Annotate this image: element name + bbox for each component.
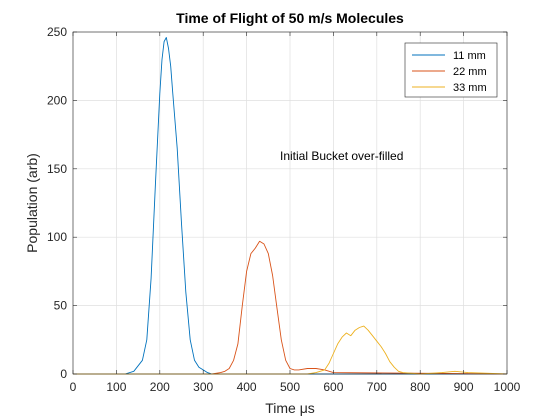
- series-lines: [73, 37, 508, 375]
- x-tick-label: 600: [323, 380, 343, 394]
- annotation-text: Initial Bucket over-filled: [280, 149, 403, 163]
- x-tick-label: 300: [193, 380, 213, 394]
- x-tick-label: 1000: [494, 380, 521, 394]
- y-tick-label: 0: [60, 367, 67, 381]
- x-tick-label: 900: [454, 380, 474, 394]
- x-tick-label: 400: [237, 380, 257, 394]
- x-tick-label: 100: [106, 380, 126, 394]
- x-tick-label: 800: [410, 380, 430, 394]
- series-line-1: [73, 37, 507, 375]
- y-tick-label: 200: [47, 93, 67, 107]
- chart-title: Time of Flight of 50 m/s Molecules: [176, 10, 404, 26]
- y-tick-label: 50: [54, 299, 68, 313]
- x-axis-label: Time μs: [265, 400, 315, 416]
- series-line-3: [73, 325, 508, 375]
- y-tick-label: 150: [47, 162, 67, 176]
- axis-ticks: 0 100 200 300 400 500 600 700 800 900 1000 0 50 100 15…: [47, 25, 521, 394]
- y-tick-label: 100: [47, 230, 67, 244]
- y-axis-label: Population (arb): [24, 153, 40, 253]
- legend-label-1: 11 mm: [453, 50, 486, 62]
- series-line-2: [73, 240, 508, 375]
- x-tick-label: 0: [70, 380, 77, 394]
- x-tick-label: 200: [150, 380, 170, 394]
- legend-label-2: 22 mm: [453, 66, 487, 78]
- legend-box: [404, 42, 498, 98]
- legend-label-3: 33 mm: [453, 82, 487, 94]
- x-tick-label: 700: [367, 380, 387, 394]
- y-tick-label: 250: [47, 25, 67, 39]
- legend: 11 mm 22 mm 33 mm: [404, 42, 498, 98]
- x-tick-label: 500: [280, 380, 300, 394]
